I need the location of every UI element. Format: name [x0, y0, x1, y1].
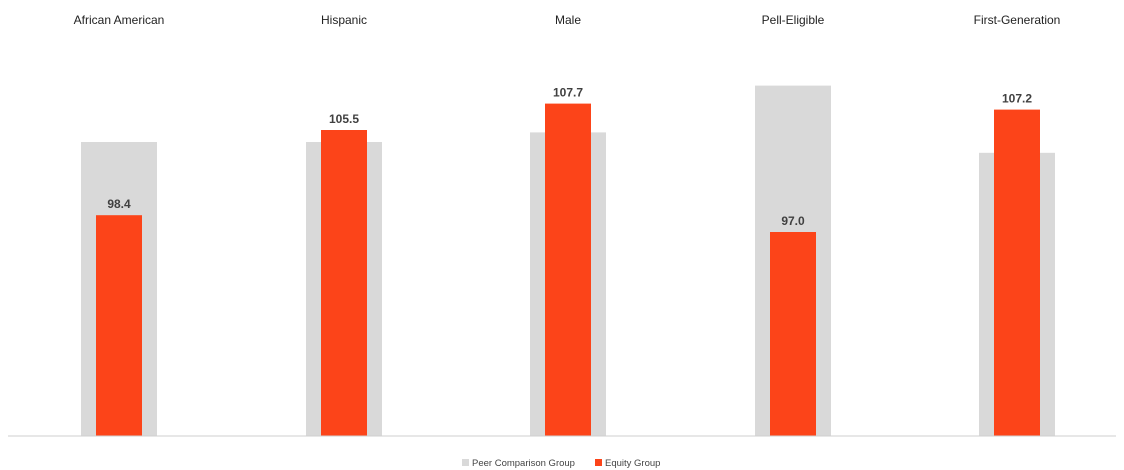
equity-group-bar — [321, 130, 367, 436]
category-label: Hispanic — [321, 13, 367, 27]
legend: Peer Comparison Group Equity Group — [462, 458, 660, 469]
category-label: First-Generation — [974, 13, 1061, 27]
legend-label-equity: Equity Group — [605, 458, 660, 469]
equity-group-bar — [96, 215, 142, 436]
data-label: 107.7 — [553, 86, 583, 100]
equity-group-bar — [770, 232, 816, 436]
legend-swatch-equity — [595, 459, 602, 466]
legend-swatch-peer — [462, 459, 469, 466]
equity-group-bar — [994, 109, 1040, 436]
category-labels: African American Hispanic Male Pell-Elig… — [74, 13, 1061, 27]
category-label: Male — [555, 13, 581, 27]
data-label: 98.4 — [107, 197, 131, 211]
legend-label-peer: Peer Comparison Group — [472, 458, 575, 469]
data-labels: 98.4 105.5 107.7 97.0 107.2 — [107, 86, 1032, 228]
data-label: 97.0 — [781, 214, 805, 228]
data-label: 105.5 — [329, 112, 359, 126]
category-label: African American — [74, 13, 165, 27]
category-label: Pell-Eligible — [762, 13, 825, 27]
equity-group-bars — [96, 103, 1040, 436]
equity-group-bar — [545, 103, 591, 436]
data-label: 107.2 — [1002, 92, 1032, 106]
